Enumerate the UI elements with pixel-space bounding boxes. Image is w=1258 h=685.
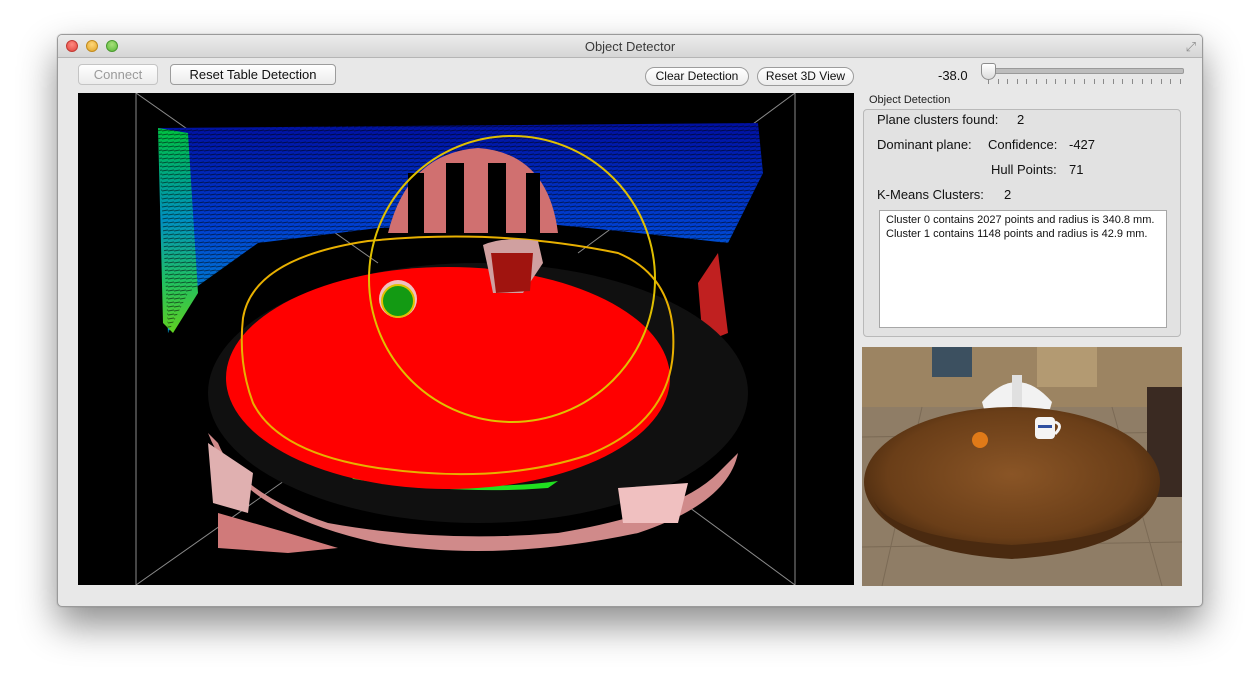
slider-tick	[1103, 79, 1105, 84]
slider-tick	[1132, 79, 1133, 84]
minimize-button-icon[interactable]	[86, 40, 98, 52]
slider-tick	[1026, 79, 1028, 84]
hull-points-value: 71	[1069, 162, 1084, 177]
reset-table-detection-button[interactable]: Reset Table Detection	[170, 64, 336, 85]
slider-knob[interactable]	[981, 63, 996, 80]
slider-track[interactable]	[986, 68, 1184, 74]
slider-tick	[1055, 79, 1057, 84]
point-cloud-canvas	[135, 93, 796, 585]
slider-tick	[1036, 79, 1037, 84]
slider-tick	[1160, 79, 1162, 84]
table-underside-points	[348, 473, 558, 491]
window-title: Object Detector	[584, 39, 676, 54]
reset-3d-view-button[interactable]: Reset 3D View	[757, 67, 854, 86]
mug-object	[483, 239, 543, 293]
confidence-value: -427	[1069, 137, 1096, 152]
convex-hull-outline	[240, 235, 675, 476]
hull-points-label: Hull Points:	[991, 162, 1057, 177]
cluster-0-text: Cluster 0 contains 2027 points and radiu…	[886, 214, 1155, 226]
floor-points-left	[208, 443, 253, 513]
slider-tick	[1122, 79, 1124, 84]
app-window: Object Detector ⤢ Connect Reset Table De…	[57, 34, 1203, 607]
fullscreen-icon[interactable]: ⤢	[1185, 39, 1196, 54]
slider-tick	[1170, 79, 1172, 84]
slider-tick	[1093, 79, 1095, 84]
slider-tick	[1151, 79, 1153, 84]
dominant-plane-label: Dominant plane:	[877, 137, 972, 152]
slider-tick	[1180, 79, 1181, 84]
orange	[972, 432, 988, 448]
cluster-0-circle	[368, 135, 656, 423]
plane-clusters-label: Plane clusters found:	[877, 112, 999, 127]
dominant-plane	[226, 267, 670, 489]
zoom-button-icon[interactable]	[106, 40, 118, 52]
object-detection-group-title: Object Detection	[869, 94, 951, 106]
floor-points-bottom	[218, 513, 338, 553]
slider-tick	[1112, 79, 1114, 84]
camera-scene	[862, 347, 1182, 586]
point-cloud-view[interactable]	[78, 93, 854, 585]
confidence-label: Confidence:	[988, 137, 1058, 152]
clear-detection-button[interactable]: Clear Detection	[645, 67, 749, 86]
slider-tick	[1064, 79, 1066, 84]
cluster-results-textarea[interactable]: Cluster 0 contains 2027 points and radiu…	[879, 210, 1167, 328]
slider-tick	[988, 79, 989, 84]
cluster-1-text: Cluster 1 contains 1148 points and radiu…	[886, 228, 1148, 240]
slider-tick	[1045, 79, 1047, 84]
chair-points	[388, 148, 558, 233]
kmeans-clusters-value: 2	[1004, 187, 1012, 202]
close-button-icon[interactable]	[66, 40, 78, 52]
table-top	[864, 407, 1160, 557]
slider-tick	[1084, 79, 1085, 84]
plane-clusters-value: 2	[1017, 112, 1025, 127]
object-detection-group: Plane clusters found: 2 Dominant plane: …	[863, 109, 1181, 337]
slider-tick	[1141, 79, 1143, 84]
camera-image	[862, 347, 1182, 586]
slider-tick	[1007, 79, 1009, 84]
slider-ticks	[988, 79, 1182, 85]
slider-tick	[997, 79, 999, 84]
chair-seat-points	[618, 483, 688, 523]
slider-tick	[1074, 79, 1076, 84]
cluster-1-circle	[381, 284, 415, 318]
connect-button[interactable]: Connect	[78, 64, 158, 85]
slider-tick	[1016, 79, 1018, 84]
slider-value: -38.0	[938, 68, 968, 83]
kmeans-clusters-label: K-Means Clusters:	[877, 187, 984, 202]
title-bar[interactable]: Object Detector ⤢	[58, 35, 1202, 58]
